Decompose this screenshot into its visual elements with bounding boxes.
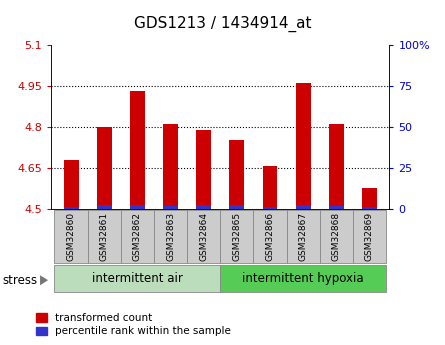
Text: stress: stress: [2, 274, 37, 287]
Text: GSM32864: GSM32864: [199, 212, 208, 261]
Bar: [97, 206, 112, 209]
Text: GSM32866: GSM32866: [266, 212, 275, 261]
Bar: [296, 83, 311, 209]
Bar: [130, 91, 145, 209]
Text: GSM32867: GSM32867: [299, 212, 307, 261]
FancyBboxPatch shape: [121, 210, 154, 263]
Bar: [163, 124, 178, 209]
Bar: [163, 206, 178, 209]
Bar: [329, 124, 344, 209]
Text: intermittent air: intermittent air: [92, 272, 183, 285]
FancyBboxPatch shape: [287, 210, 320, 263]
Bar: [229, 140, 244, 209]
FancyBboxPatch shape: [54, 210, 88, 263]
FancyBboxPatch shape: [220, 210, 254, 263]
Bar: [362, 188, 377, 209]
Text: GSM32860: GSM32860: [67, 212, 76, 261]
Text: GSM32869: GSM32869: [365, 212, 374, 261]
Bar: [196, 129, 211, 209]
FancyBboxPatch shape: [320, 210, 353, 263]
Bar: [329, 206, 344, 209]
Polygon shape: [40, 275, 48, 285]
FancyBboxPatch shape: [88, 210, 121, 263]
Text: GDS1213 / 1434914_at: GDS1213 / 1434914_at: [134, 16, 311, 32]
FancyBboxPatch shape: [220, 265, 386, 293]
Text: GSM32861: GSM32861: [100, 212, 109, 261]
Bar: [196, 206, 211, 209]
Text: GSM32865: GSM32865: [232, 212, 241, 261]
Bar: [263, 166, 278, 209]
Text: GSM32868: GSM32868: [332, 212, 341, 261]
Bar: [229, 206, 244, 209]
Bar: [97, 127, 112, 209]
FancyBboxPatch shape: [353, 210, 386, 263]
FancyBboxPatch shape: [254, 210, 287, 263]
FancyBboxPatch shape: [187, 210, 220, 263]
Text: GSM32862: GSM32862: [133, 212, 142, 261]
Bar: [64, 207, 78, 209]
Bar: [64, 159, 78, 209]
Bar: [296, 206, 311, 209]
FancyBboxPatch shape: [54, 265, 220, 293]
Text: GSM32863: GSM32863: [166, 212, 175, 261]
Bar: [130, 206, 145, 209]
FancyBboxPatch shape: [154, 210, 187, 263]
Text: intermittent hypoxia: intermittent hypoxia: [243, 272, 364, 285]
Bar: [362, 207, 377, 209]
Legend: transformed count, percentile rank within the sample: transformed count, percentile rank withi…: [36, 313, 231, 336]
Bar: [263, 207, 278, 209]
